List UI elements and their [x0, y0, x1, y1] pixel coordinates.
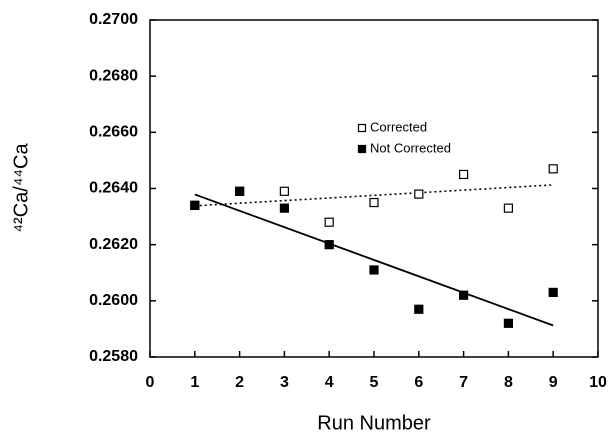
trend-line	[194, 193, 554, 327]
x-tick-label: 6	[414, 374, 423, 391]
y-axis-label: ⁴²Ca/⁴⁴Ca	[10, 143, 32, 233]
point	[503, 203, 513, 213]
point	[459, 290, 469, 300]
legend-marker	[357, 144, 367, 154]
point	[369, 265, 379, 275]
point	[235, 186, 245, 196]
y-tick-label: 0.2580	[89, 348, 138, 365]
x-tick-label: 0	[146, 374, 155, 391]
x-tick-label: 7	[459, 374, 468, 391]
legend-label: Corrected	[370, 119, 427, 134]
point	[279, 186, 289, 196]
point	[190, 200, 200, 210]
x-tick-label: 10	[589, 374, 607, 391]
point	[459, 169, 469, 180]
point	[414, 304, 424, 314]
x-axis-label: Run Number	[317, 412, 431, 434]
x-tick-label: 3	[280, 374, 289, 391]
point	[548, 164, 558, 174]
point	[369, 197, 379, 208]
x-tick-label: 5	[370, 374, 379, 391]
y-tick-label: 0.2660	[89, 124, 138, 141]
x-tick-label: 9	[549, 374, 558, 391]
y-tick-label: 0.2600	[89, 292, 138, 309]
y-tick-label: 0.2700	[89, 11, 138, 28]
legend-marker	[357, 123, 367, 133]
plot-frame	[149, 19, 599, 358]
x-tick-label: 1	[190, 374, 199, 391]
point	[548, 287, 558, 298]
x-tick-label: 8	[504, 374, 513, 391]
point	[324, 217, 334, 227]
y-tick-label: 0.2640	[89, 180, 138, 197]
y-tick-label: 0.2680	[89, 67, 138, 84]
point	[279, 203, 289, 213]
point	[414, 189, 424, 199]
y-tick-label: 0.2620	[89, 236, 138, 253]
x-tick-label: 4	[325, 374, 334, 391]
legend-label: Not Corrected	[370, 140, 451, 155]
point	[503, 318, 513, 328]
point	[324, 240, 334, 250]
x-tick-label: 2	[235, 374, 244, 391]
